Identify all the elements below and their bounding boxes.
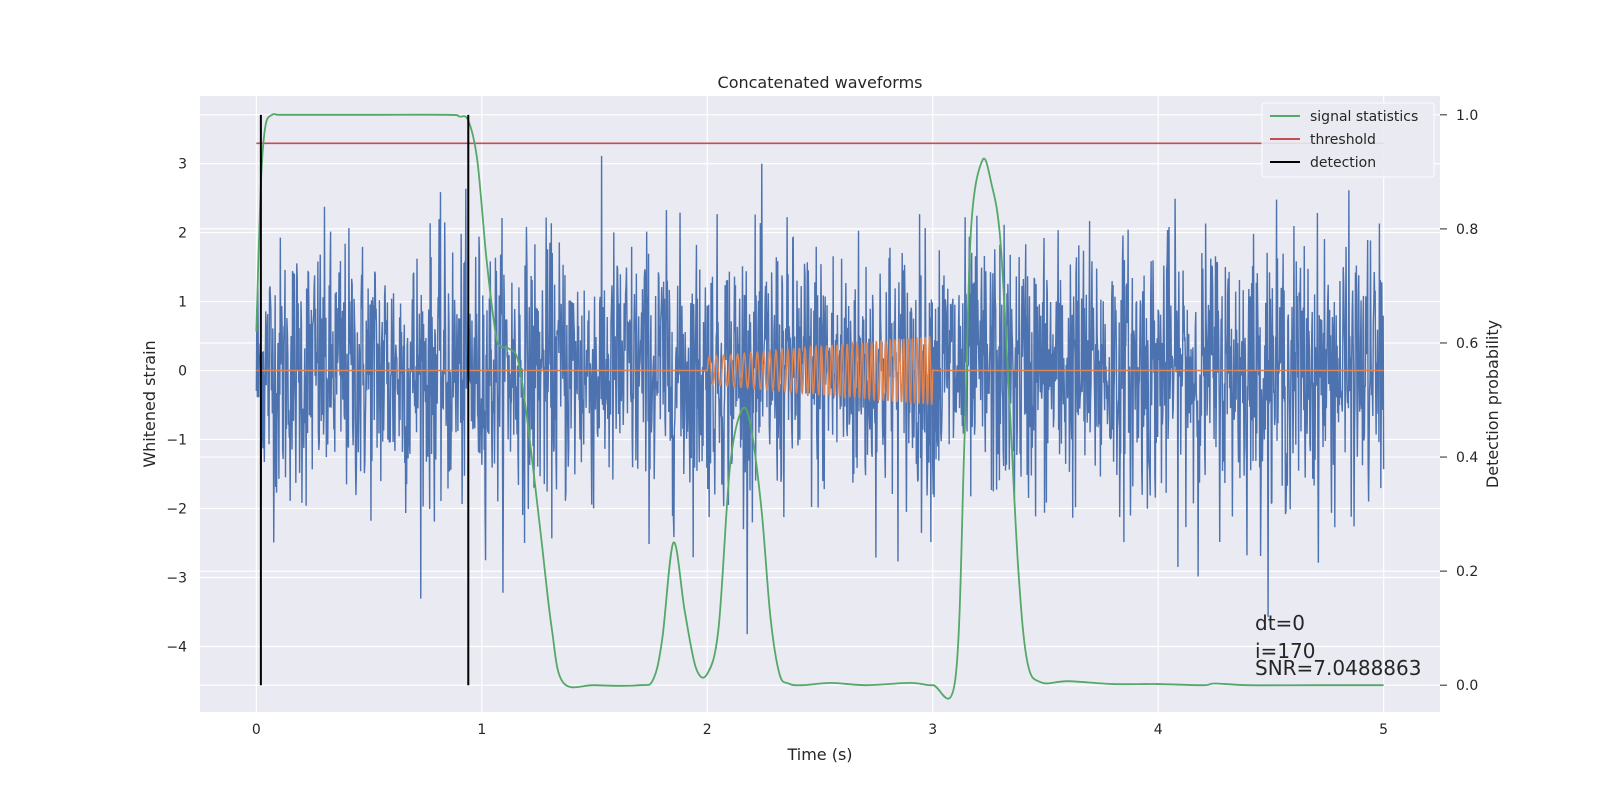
legend-label-signal-statistics: signal statistics xyxy=(1310,109,1418,125)
x-tick-label: 2 xyxy=(703,722,712,738)
chart-title: Concatenated waveforms xyxy=(718,73,923,92)
y-axis-label: Whitened strain xyxy=(140,340,159,467)
y-tick-label: −2 xyxy=(166,502,187,518)
y-tick-label: 0 xyxy=(178,364,187,380)
series-signal-statistics-line xyxy=(255,113,1384,700)
x-tick-label: 5 xyxy=(1379,722,1388,738)
x-tick-label: 0 xyxy=(252,722,261,738)
annotations: dt=0 i=170 SNR=7.0488863 xyxy=(1255,611,1421,680)
y-tick-label: 2 xyxy=(178,226,187,242)
annotation-snr: SNR=7.0488863 xyxy=(1255,656,1421,680)
x-axis-label: Time (s) xyxy=(786,745,852,764)
y2-tick-label: 0.0 xyxy=(1456,678,1478,694)
y2-axis-label: Detection probability xyxy=(1483,320,1502,488)
y2-tick-label: 1.0 xyxy=(1456,108,1478,124)
x-tick-label: 3 xyxy=(928,722,937,738)
legend: signal statistics threshold detection xyxy=(1261,102,1435,178)
y-tick-label: −4 xyxy=(166,639,187,655)
y2-tick-label: 0.4 xyxy=(1456,450,1478,466)
y-tick-label: −3 xyxy=(166,570,187,586)
y-tick-label: −1 xyxy=(166,433,187,449)
y-tick-label: 3 xyxy=(178,157,187,173)
legend-box xyxy=(1261,102,1435,178)
annotation-index: i=170 xyxy=(1255,639,1316,663)
series-strain-line xyxy=(255,155,1385,635)
y2-tick-label: 0.6 xyxy=(1456,336,1478,352)
x-tick-label: 1 xyxy=(477,722,486,738)
series-injection-line xyxy=(256,335,1384,405)
series-layer xyxy=(255,113,1385,700)
legend-label-threshold: threshold xyxy=(1310,132,1376,148)
x-tick-label: 4 xyxy=(1154,722,1163,738)
annotation-dt: dt=0 xyxy=(1255,611,1305,635)
y2-tick-label: 0.2 xyxy=(1456,564,1478,580)
ticks: 0 1 2 3 4 5 −4 −3 −2 −1 0 1 2 3 0.0 0.2 0.4 0.6 0.8 1.0 xyxy=(166,108,1478,738)
legend-label-detection: detection xyxy=(1310,155,1376,171)
y2-tick-label: 0.8 xyxy=(1456,222,1478,238)
y-tick-label: 1 xyxy=(178,295,187,311)
